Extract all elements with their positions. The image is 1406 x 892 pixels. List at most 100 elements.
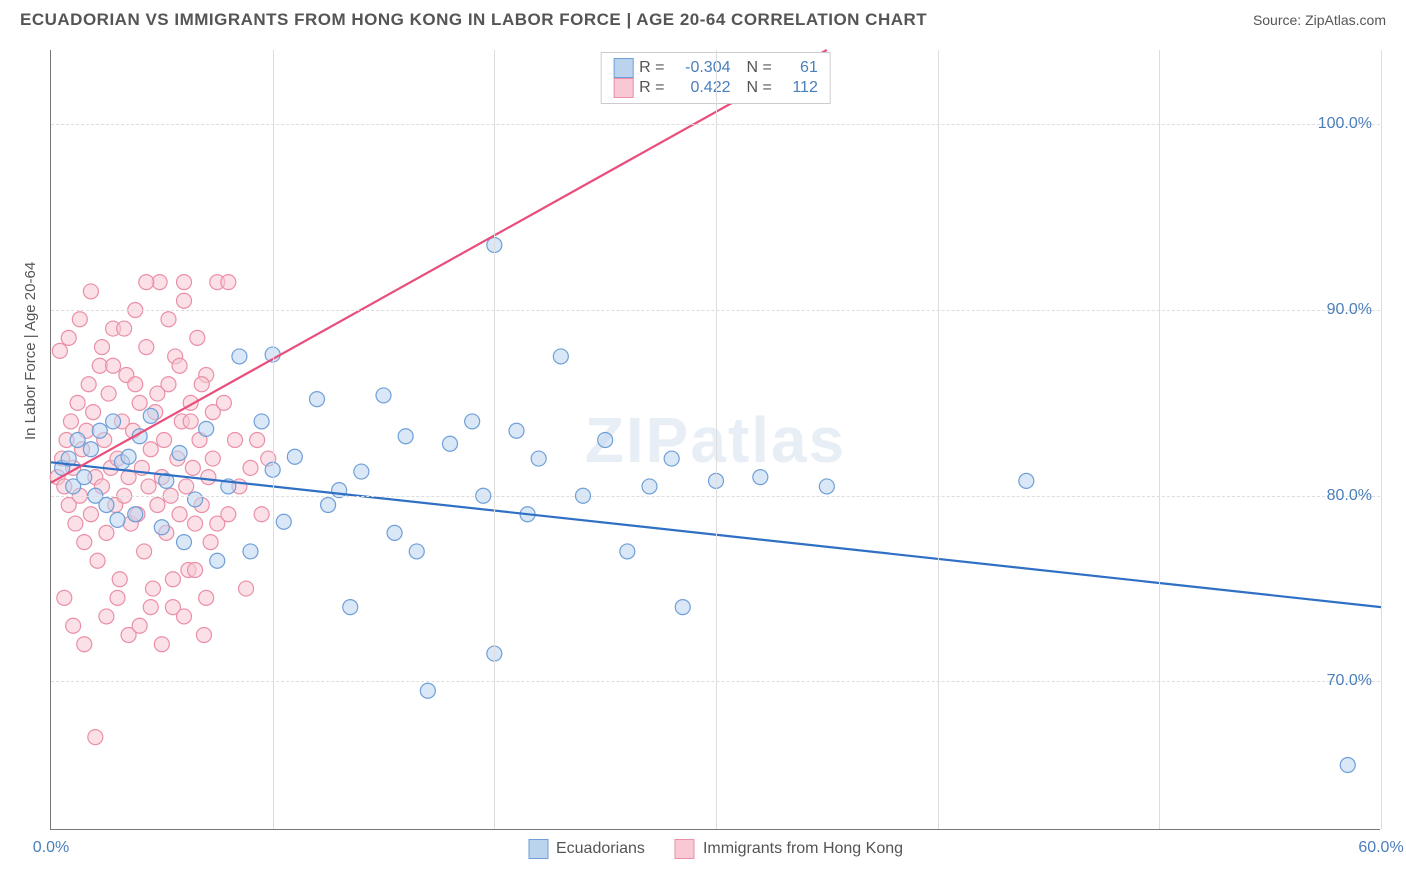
data-point: [61, 330, 76, 345]
data-point: [150, 498, 165, 513]
y-tick-label: 100.0%: [1318, 115, 1372, 133]
data-point: [92, 423, 107, 438]
data-point: [183, 414, 198, 429]
data-point: [188, 492, 203, 507]
source-name: ZipAtlas.com: [1305, 12, 1386, 28]
bottom-legend: EcuadoriansImmigrants from Hong Kong: [528, 839, 903, 859]
data-point: [199, 590, 214, 605]
source-label: Source:: [1253, 12, 1305, 28]
data-point: [310, 392, 325, 407]
data-point: [99, 609, 114, 624]
data-point: [68, 516, 83, 531]
data-point: [177, 275, 192, 290]
data-point: [1019, 473, 1034, 488]
data-point: [243, 544, 258, 559]
data-point: [63, 414, 78, 429]
data-point: [343, 600, 358, 615]
legend-swatch: [613, 78, 633, 98]
legend-swatch: [528, 839, 548, 859]
data-point: [121, 449, 136, 464]
data-point: [177, 535, 192, 550]
data-point: [117, 321, 132, 336]
y-tick-label: 80.0%: [1327, 487, 1372, 505]
data-point: [177, 293, 192, 308]
legend-n-label: N =: [747, 79, 772, 97]
bottom-legend-item: Ecuadorians: [528, 839, 645, 859]
data-point: [77, 470, 92, 485]
data-point: [196, 628, 211, 643]
data-point: [141, 479, 156, 494]
data-point: [753, 470, 768, 485]
data-point: [70, 433, 85, 448]
data-point: [239, 581, 254, 596]
data-point: [598, 433, 613, 448]
data-point: [132, 395, 147, 410]
data-point: [179, 479, 194, 494]
legend-r-label: R =: [639, 59, 664, 77]
data-point: [227, 433, 242, 448]
data-point: [420, 683, 435, 698]
data-point: [188, 516, 203, 531]
data-point: [161, 312, 176, 327]
data-point: [620, 544, 635, 559]
data-point: [205, 451, 220, 466]
y-tick-label: 90.0%: [1327, 301, 1372, 319]
data-point: [99, 525, 114, 540]
data-point: [99, 498, 114, 513]
data-point: [216, 395, 231, 410]
data-point: [90, 553, 105, 568]
data-point: [83, 507, 98, 522]
trend-line: [51, 50, 827, 483]
data-point: [201, 470, 216, 485]
data-point: [675, 600, 690, 615]
data-point: [172, 358, 187, 373]
data-point: [128, 377, 143, 392]
chart-title: ECUADORIAN VS IMMIGRANTS FROM HONG KONG …: [20, 10, 927, 30]
x-tick-label: 60.0%: [1358, 839, 1403, 857]
bottom-legend-label: Ecuadorians: [556, 840, 645, 858]
data-point: [190, 330, 205, 345]
data-point: [443, 436, 458, 451]
data-point: [72, 312, 87, 327]
plot-area: ZIPatlas R =-0.304N =61R =0.422N =112 Ec…: [50, 50, 1380, 830]
data-point: [194, 377, 209, 392]
data-point: [254, 414, 269, 429]
data-point: [143, 408, 158, 423]
data-point: [157, 433, 172, 448]
data-point: [143, 442, 158, 457]
data-point: [664, 451, 679, 466]
data-point: [101, 386, 116, 401]
gridline-v: [1381, 50, 1382, 829]
data-point: [106, 358, 121, 373]
data-point: [177, 609, 192, 624]
data-point: [57, 590, 72, 605]
gridline-v: [273, 50, 274, 829]
data-point: [465, 414, 480, 429]
data-point: [88, 730, 103, 745]
data-point: [145, 581, 160, 596]
data-point: [66, 618, 81, 633]
data-point: [509, 423, 524, 438]
data-point: [210, 553, 225, 568]
gridline-v: [938, 50, 939, 829]
x-tick-label: 0.0%: [33, 839, 69, 857]
source-attribution: Source: ZipAtlas.com: [1253, 12, 1386, 28]
data-point: [354, 464, 369, 479]
gridline-v: [716, 50, 717, 829]
legend-r-value: -0.304: [671, 59, 731, 77]
data-point: [287, 449, 302, 464]
data-point: [199, 421, 214, 436]
data-point: [112, 572, 127, 587]
data-point: [154, 637, 169, 652]
legend-r-value: 0.422: [671, 79, 731, 97]
data-point: [221, 275, 236, 290]
legend-swatch: [613, 58, 633, 78]
data-point: [1340, 758, 1355, 773]
data-point: [642, 479, 657, 494]
data-point: [172, 507, 187, 522]
legend-swatch: [675, 839, 695, 859]
data-point: [139, 275, 154, 290]
data-point: [250, 433, 265, 448]
data-point: [321, 498, 336, 513]
data-point: [128, 507, 143, 522]
